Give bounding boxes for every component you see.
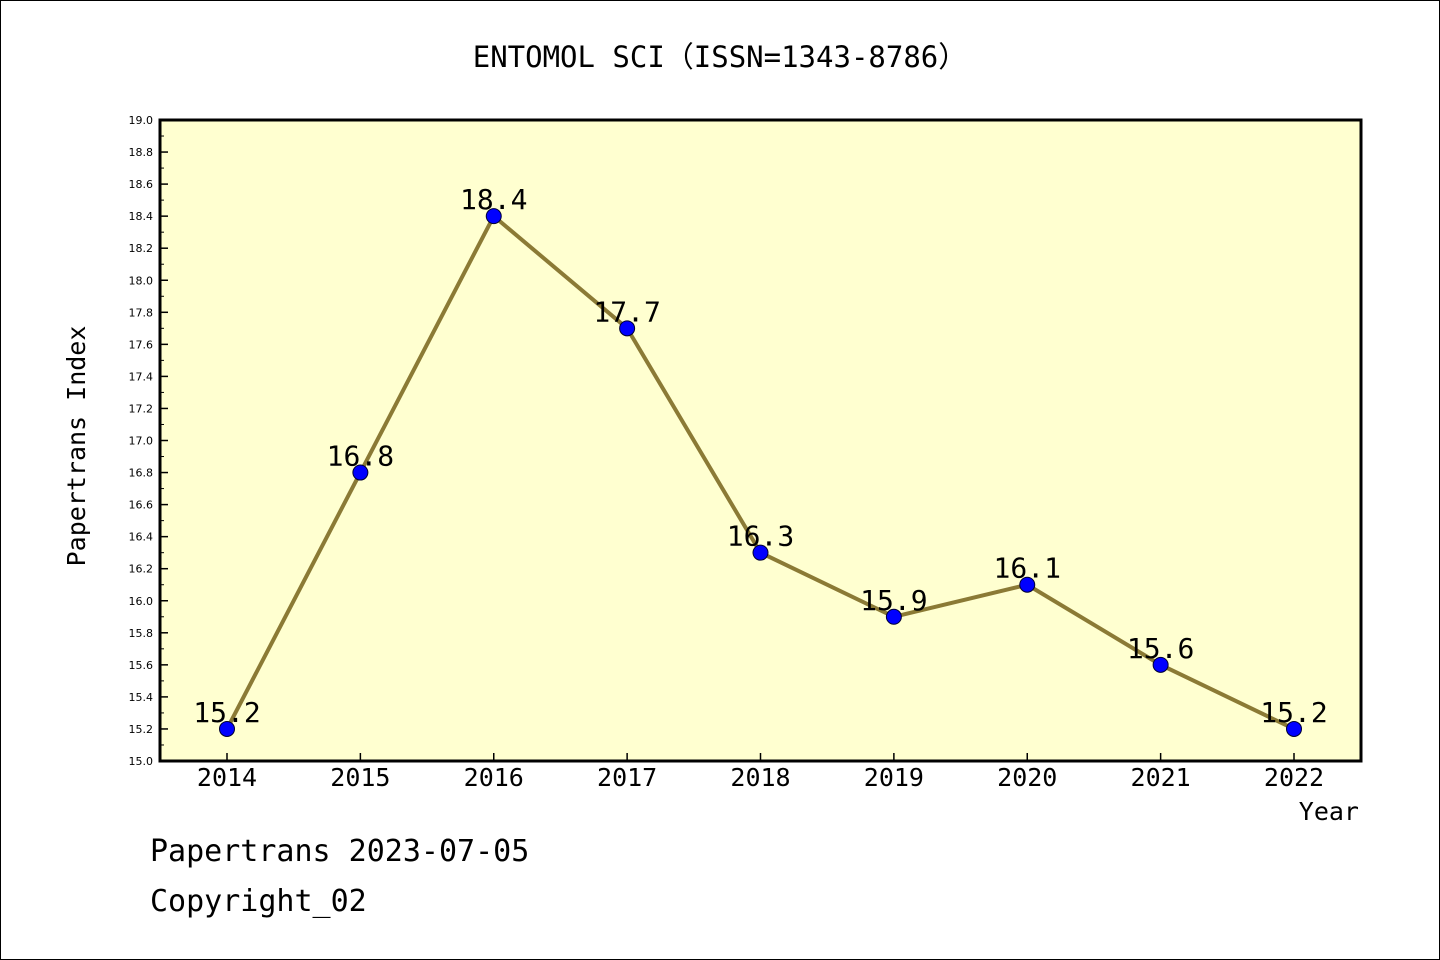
x-tick-label: 2014 bbox=[197, 763, 257, 792]
y-tick-label: 15.4 bbox=[129, 691, 154, 704]
footer-date: Papertrans 2023-07-05 bbox=[150, 834, 530, 869]
data-point bbox=[485, 208, 502, 225]
y-axis-label: Papertrans Index bbox=[62, 326, 91, 567]
y-tick-label: 17.2 bbox=[129, 402, 154, 415]
y-tick-label: 16.0 bbox=[129, 595, 154, 608]
y-tick-label: 18.2 bbox=[129, 242, 154, 255]
y-tick-label: 19.0 bbox=[129, 114, 154, 127]
y-tick-label: 15.8 bbox=[129, 627, 154, 640]
data-point bbox=[619, 320, 636, 337]
y-tick-label: 18.0 bbox=[129, 274, 154, 287]
data-label: 17.7 bbox=[593, 295, 660, 328]
y-axis: 15.0 15.2 15.4 15.6 15.8 16.0 16.2 16.4 16.6 16.8… bbox=[129, 114, 168, 768]
x-tick-label: 2015 bbox=[330, 763, 390, 792]
plot-area bbox=[160, 120, 1361, 761]
data-label: 18.4 bbox=[460, 183, 527, 216]
y-tick-label: 16.6 bbox=[129, 499, 154, 512]
y-tick-label: 18.6 bbox=[129, 178, 154, 191]
data-point bbox=[752, 544, 769, 561]
y-tick-label: 15.0 bbox=[129, 755, 154, 768]
x-tick-label: 2022 bbox=[1264, 763, 1324, 792]
y-tick-label: 15.6 bbox=[129, 659, 154, 672]
x-tick-label: 2018 bbox=[730, 763, 790, 792]
y-tick-label: 17.0 bbox=[129, 435, 154, 448]
x-tick-label: 2019 bbox=[864, 763, 924, 792]
footer-copyright: Copyright_02 bbox=[150, 884, 367, 919]
x-tick-label: 2017 bbox=[597, 763, 657, 792]
y-tick-label: 18.4 bbox=[129, 210, 154, 223]
y-tick-label: 17.6 bbox=[129, 338, 154, 351]
data-point bbox=[1152, 656, 1169, 673]
x-tick-label: 2016 bbox=[464, 763, 524, 792]
data-label: 15.6 bbox=[1127, 632, 1194, 665]
series-papertrans-index: 15.2 16.8 18.4 17.7 16.3 15.9 16.1 15.6 15.2 bbox=[193, 183, 1328, 737]
x-tick-label: 2020 bbox=[997, 763, 1057, 792]
data-point bbox=[885, 608, 902, 625]
y-tick-label: 18.8 bbox=[129, 146, 154, 159]
data-label: 15.2 bbox=[1260, 696, 1327, 729]
y-tick-label: 16.2 bbox=[129, 563, 154, 576]
data-label: 16.8 bbox=[327, 440, 394, 473]
data-point bbox=[352, 464, 369, 481]
plot-border bbox=[158, 118, 1363, 763]
y-tick-label: 17.8 bbox=[129, 306, 154, 319]
y-tick-label: 17.4 bbox=[129, 370, 154, 383]
y-tick-label: 15.2 bbox=[129, 723, 154, 736]
data-label: 15.9 bbox=[860, 584, 927, 617]
x-tick-label: 2021 bbox=[1131, 763, 1191, 792]
chart-title: ENTOMOL SCI（ISSN=1343-8786） bbox=[473, 40, 968, 74]
x-axis-label: Year bbox=[1299, 797, 1359, 826]
data-point bbox=[1286, 720, 1302, 737]
y-tick-label: 16.8 bbox=[129, 467, 154, 480]
data-point bbox=[219, 720, 235, 737]
data-point bbox=[1019, 576, 1036, 593]
y-tick-label: 16.4 bbox=[129, 531, 154, 544]
data-label: 15.2 bbox=[193, 696, 260, 729]
data-label: 16.3 bbox=[727, 520, 794, 553]
x-axis: 2014 2015 2016 2017 2018 2019 2020 2021 2022 bbox=[197, 753, 1324, 792]
data-label: 16.1 bbox=[994, 552, 1061, 585]
